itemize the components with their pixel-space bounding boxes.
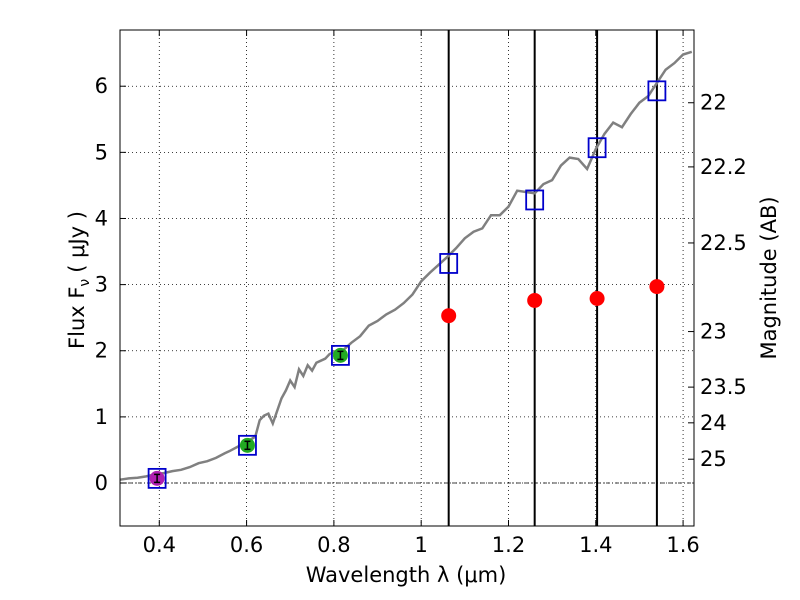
x-tick-label: 1 <box>414 533 427 557</box>
data-point <box>589 291 605 307</box>
x-tick-label: 0.6 <box>230 533 263 557</box>
y-tick-label: 4 <box>95 206 108 230</box>
data-point <box>649 279 665 295</box>
y-axis-left: 0 1 2 3 4 5 6 <box>95 74 126 495</box>
data-point <box>441 308 457 324</box>
data-box <box>525 189 545 211</box>
spectrum-series <box>119 50 693 481</box>
right-tick-label: 22.2 <box>700 155 747 179</box>
x-tick-label: 1.6 <box>666 533 699 557</box>
x-axis: 0.4 0.6 0.8 1 1.2 1.4 1.6 <box>143 30 700 557</box>
y-tick-label: 3 <box>95 273 108 297</box>
data-point <box>527 292 543 308</box>
x-tick-label: 1.4 <box>579 533 612 557</box>
boxes <box>147 80 667 489</box>
data-box <box>147 467 167 489</box>
right-tick-label: 24 <box>700 411 727 435</box>
data-box <box>238 434 257 456</box>
y-tick-label: 5 <box>95 140 108 164</box>
y-axis-label-right: Magnitude (AB) <box>757 196 781 359</box>
data-box <box>439 253 459 274</box>
y-label-sub: ν <box>77 279 93 287</box>
y-tick-label: 1 <box>95 405 108 429</box>
markers <box>149 279 665 486</box>
right-tick-label: 23 <box>700 320 727 344</box>
y-tick-label: 2 <box>95 339 108 363</box>
x-tick-label: 0.4 <box>143 533 176 557</box>
spectrum-line <box>119 50 693 481</box>
y-axis-label-left: Flux Fν ( μJy ) <box>65 211 93 349</box>
svg-text:Flux Fν( μJy ): Flux Fν ( μJy ) <box>65 211 93 349</box>
y-tick-label: 0 <box>95 471 108 495</box>
data-box <box>587 137 607 159</box>
x-axis-label: Wavelength λ (μm) <box>306 563 507 587</box>
x-tick-label: 0.8 <box>317 533 350 557</box>
right-tick-label: 25 <box>700 447 727 471</box>
grid <box>120 30 694 526</box>
right-tick-label: 22.5 <box>700 231 747 255</box>
right-tick-label: 22 <box>700 91 727 115</box>
y-tick-label: 6 <box>95 74 108 98</box>
data-box <box>331 344 350 366</box>
y-axis-right: 22 22.2 22.5 23 23.5 24 25 <box>688 91 747 471</box>
vertical-lines <box>447 30 658 526</box>
y-label-main: Flux F <box>65 287 89 349</box>
data-box <box>647 80 667 102</box>
plot-frame <box>119 29 695 527</box>
y-label-units: ( μJy ) <box>65 211 89 273</box>
right-tick-label: 23.5 <box>700 375 747 399</box>
x-tick-label: 1.2 <box>492 533 525 557</box>
